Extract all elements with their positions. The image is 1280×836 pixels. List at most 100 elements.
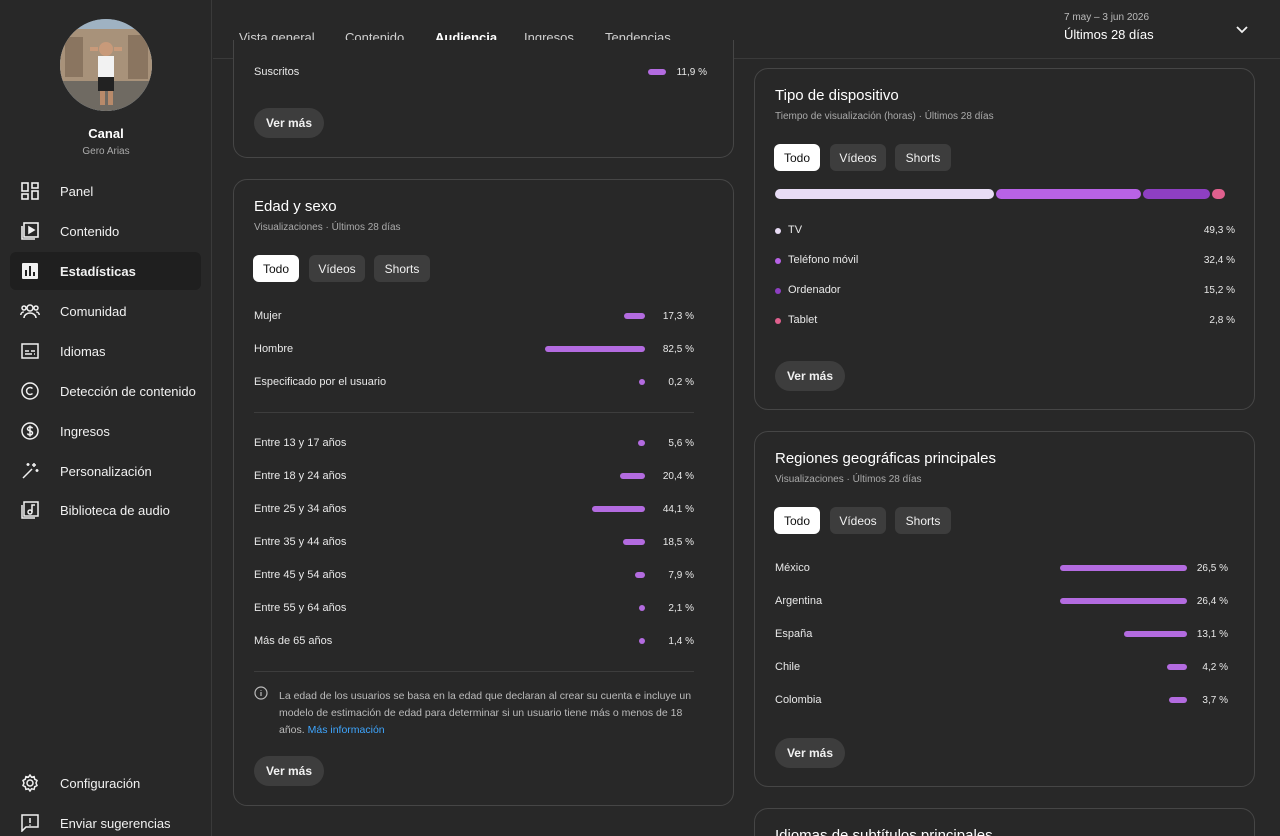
- row-value: 2,1 %: [668, 603, 694, 614]
- copyright-icon: [20, 381, 40, 401]
- age-note: La edad de los usuarios se basa en la ed…: [279, 688, 699, 739]
- sidebar-item-label: Idiomas: [60, 343, 106, 359]
- percentage-bar: [638, 440, 645, 446]
- date-period-label[interactable]: Últimos 28 días: [1064, 27, 1154, 42]
- row-label: Teléfono móvil: [788, 254, 859, 266]
- sidebar-item-comunidad[interactable]: Comunidad: [10, 292, 201, 330]
- sidebar-item-label: Configuración: [60, 775, 141, 791]
- device-stacked-bar: [775, 189, 1226, 199]
- row-value: 44,1 %: [662, 504, 694, 515]
- row-value: 15,2 %: [1203, 285, 1235, 296]
- sidebar-item-contenido[interactable]: Contenido: [10, 212, 201, 250]
- analytics-icon: [20, 261, 40, 281]
- percentage-bar: [1059, 565, 1187, 571]
- sidebar-item-deteccion[interactable]: Detección de contenido: [10, 372, 201, 410]
- card-title: Regiones geográficas principales: [775, 450, 996, 467]
- row-value: 0,2 %: [668, 377, 694, 388]
- card-title: Edad y sexo: [254, 198, 337, 215]
- sidebar-item-label: Detección de contenido: [60, 383, 196, 399]
- sidebar-item-panel[interactable]: Panel: [10, 172, 201, 210]
- row-value: 18,5 %: [662, 537, 694, 548]
- sidebar-item-enviar-sugerencias[interactable]: Enviar sugerencias: [10, 804, 201, 836]
- filter-shorts[interactable]: Shorts: [374, 255, 430, 282]
- percentage-bar: [639, 638, 645, 644]
- age-note-text: La edad de los usuarios se basa en la ed…: [279, 690, 692, 736]
- divider: [254, 412, 694, 413]
- row-label: España: [775, 628, 813, 640]
- row-value: 26,5 %: [1196, 563, 1228, 574]
- chevron-down-icon[interactable]: [1233, 20, 1251, 38]
- row-label: Colombia: [775, 694, 822, 706]
- percentage-bar: [1060, 598, 1187, 604]
- channel-name: Gero Arias: [82, 146, 130, 157]
- geography-card: Regiones geográficas principales Visuali…: [754, 431, 1255, 787]
- percentage-bar: [639, 379, 645, 385]
- row-label: Argentina: [775, 595, 823, 607]
- row-label: Ordenador: [788, 284, 841, 296]
- sidebar: Canal Gero Arias Panel Contenido Estadís…: [0, 0, 212, 836]
- row-label: Entre 25 y 34 años: [254, 503, 347, 515]
- more-info-link[interactable]: Más información: [307, 724, 385, 736]
- row-label: TV: [788, 224, 803, 236]
- gear-icon: [20, 773, 40, 793]
- filter-todo[interactable]: Todo: [253, 255, 299, 282]
- filter-todo[interactable]: Todo: [774, 144, 820, 171]
- sidebar-item-label: Ingresos: [60, 423, 110, 439]
- ver-mas-button[interactable]: Ver más: [775, 738, 845, 768]
- row-label: Entre 55 y 64 años: [254, 602, 347, 614]
- sidebar-item-label: Comunidad: [60, 303, 127, 319]
- percentage-bar: [622, 539, 645, 545]
- sidebar-item-label: Biblioteca de audio: [60, 502, 170, 518]
- subtitle-languages-card: Idiomas de subtítulos principales: [754, 808, 1255, 836]
- percentage-bar: [1124, 631, 1187, 637]
- row-value: 3,7 %: [1202, 695, 1228, 706]
- percentage-bar: [1169, 697, 1187, 703]
- row-label: Mujer: [254, 310, 282, 322]
- row-label: Hombre: [254, 343, 294, 355]
- row-label: Chile: [775, 661, 801, 673]
- row-value: 4,2 %: [1202, 662, 1228, 673]
- percentage-bar: [1166, 664, 1187, 670]
- sidebar-item-label: Personalización: [60, 463, 152, 479]
- percentage-bar: [620, 473, 645, 479]
- row-value: 5,6 %: [668, 438, 694, 449]
- sidebar-item-biblioteca-audio[interactable]: Biblioteca de audio: [10, 491, 201, 529]
- sidebar-item-estadisticas[interactable]: Estadísticas: [10, 252, 201, 290]
- filter-todo[interactable]: Todo: [774, 507, 820, 534]
- ver-mas-button[interactable]: Ver más: [254, 108, 324, 138]
- device-segment: [1212, 189, 1225, 199]
- device-segment: [1142, 189, 1211, 199]
- sidebar-item-configuracion[interactable]: Configuración: [10, 764, 201, 802]
- sidebar-item-ingresos[interactable]: Ingresos: [10, 412, 201, 450]
- age-gender-card: Edad y sexo Visualizaciones · Últimos 28…: [233, 179, 734, 806]
- row-label: Especificado por el usuario: [254, 376, 387, 388]
- percentage-bar: [639, 605, 645, 611]
- row-label: Entre 18 y 24 años: [254, 470, 347, 482]
- row-value: 13,1 %: [1196, 629, 1228, 640]
- divider: [254, 671, 694, 672]
- row-label: México: [775, 562, 810, 574]
- row-value: 2,8 %: [1209, 315, 1235, 326]
- row-value: 82,5 %: [662, 344, 694, 355]
- date-range[interactable]: 7 may – 3 jun 2026: [1064, 12, 1150, 23]
- filter-shorts[interactable]: Shorts: [895, 144, 951, 171]
- row-value: 26,4 %: [1196, 596, 1228, 607]
- filter-videos[interactable]: Vídeos: [830, 507, 886, 534]
- filter-videos[interactable]: Vídeos: [830, 144, 886, 171]
- percentage-bar: [635, 572, 645, 578]
- row-label: Suscritos: [254, 66, 300, 78]
- filter-videos[interactable]: Vídeos: [309, 255, 365, 282]
- ver-mas-button[interactable]: Ver más: [775, 361, 845, 391]
- channel-avatar[interactable]: [60, 19, 152, 111]
- row-value: 11,9 %: [676, 67, 707, 78]
- card-title: Tipo de dispositivo: [775, 87, 899, 104]
- channel-title: Canal: [88, 126, 124, 141]
- device-type-card: Tipo de dispositivo Tiempo de visualizac…: [754, 68, 1255, 410]
- percentage-bar: [624, 313, 645, 319]
- avatar-photo: [60, 19, 152, 111]
- filter-shorts[interactable]: Shorts: [895, 507, 951, 534]
- sidebar-item-personalizacion[interactable]: Personalización: [10, 452, 201, 490]
- ver-mas-button[interactable]: Ver más: [254, 756, 324, 786]
- card-subtitle: Visualizaciones · Últimos 28 días: [775, 474, 922, 485]
- sidebar-item-idiomas[interactable]: Idiomas: [10, 332, 201, 370]
